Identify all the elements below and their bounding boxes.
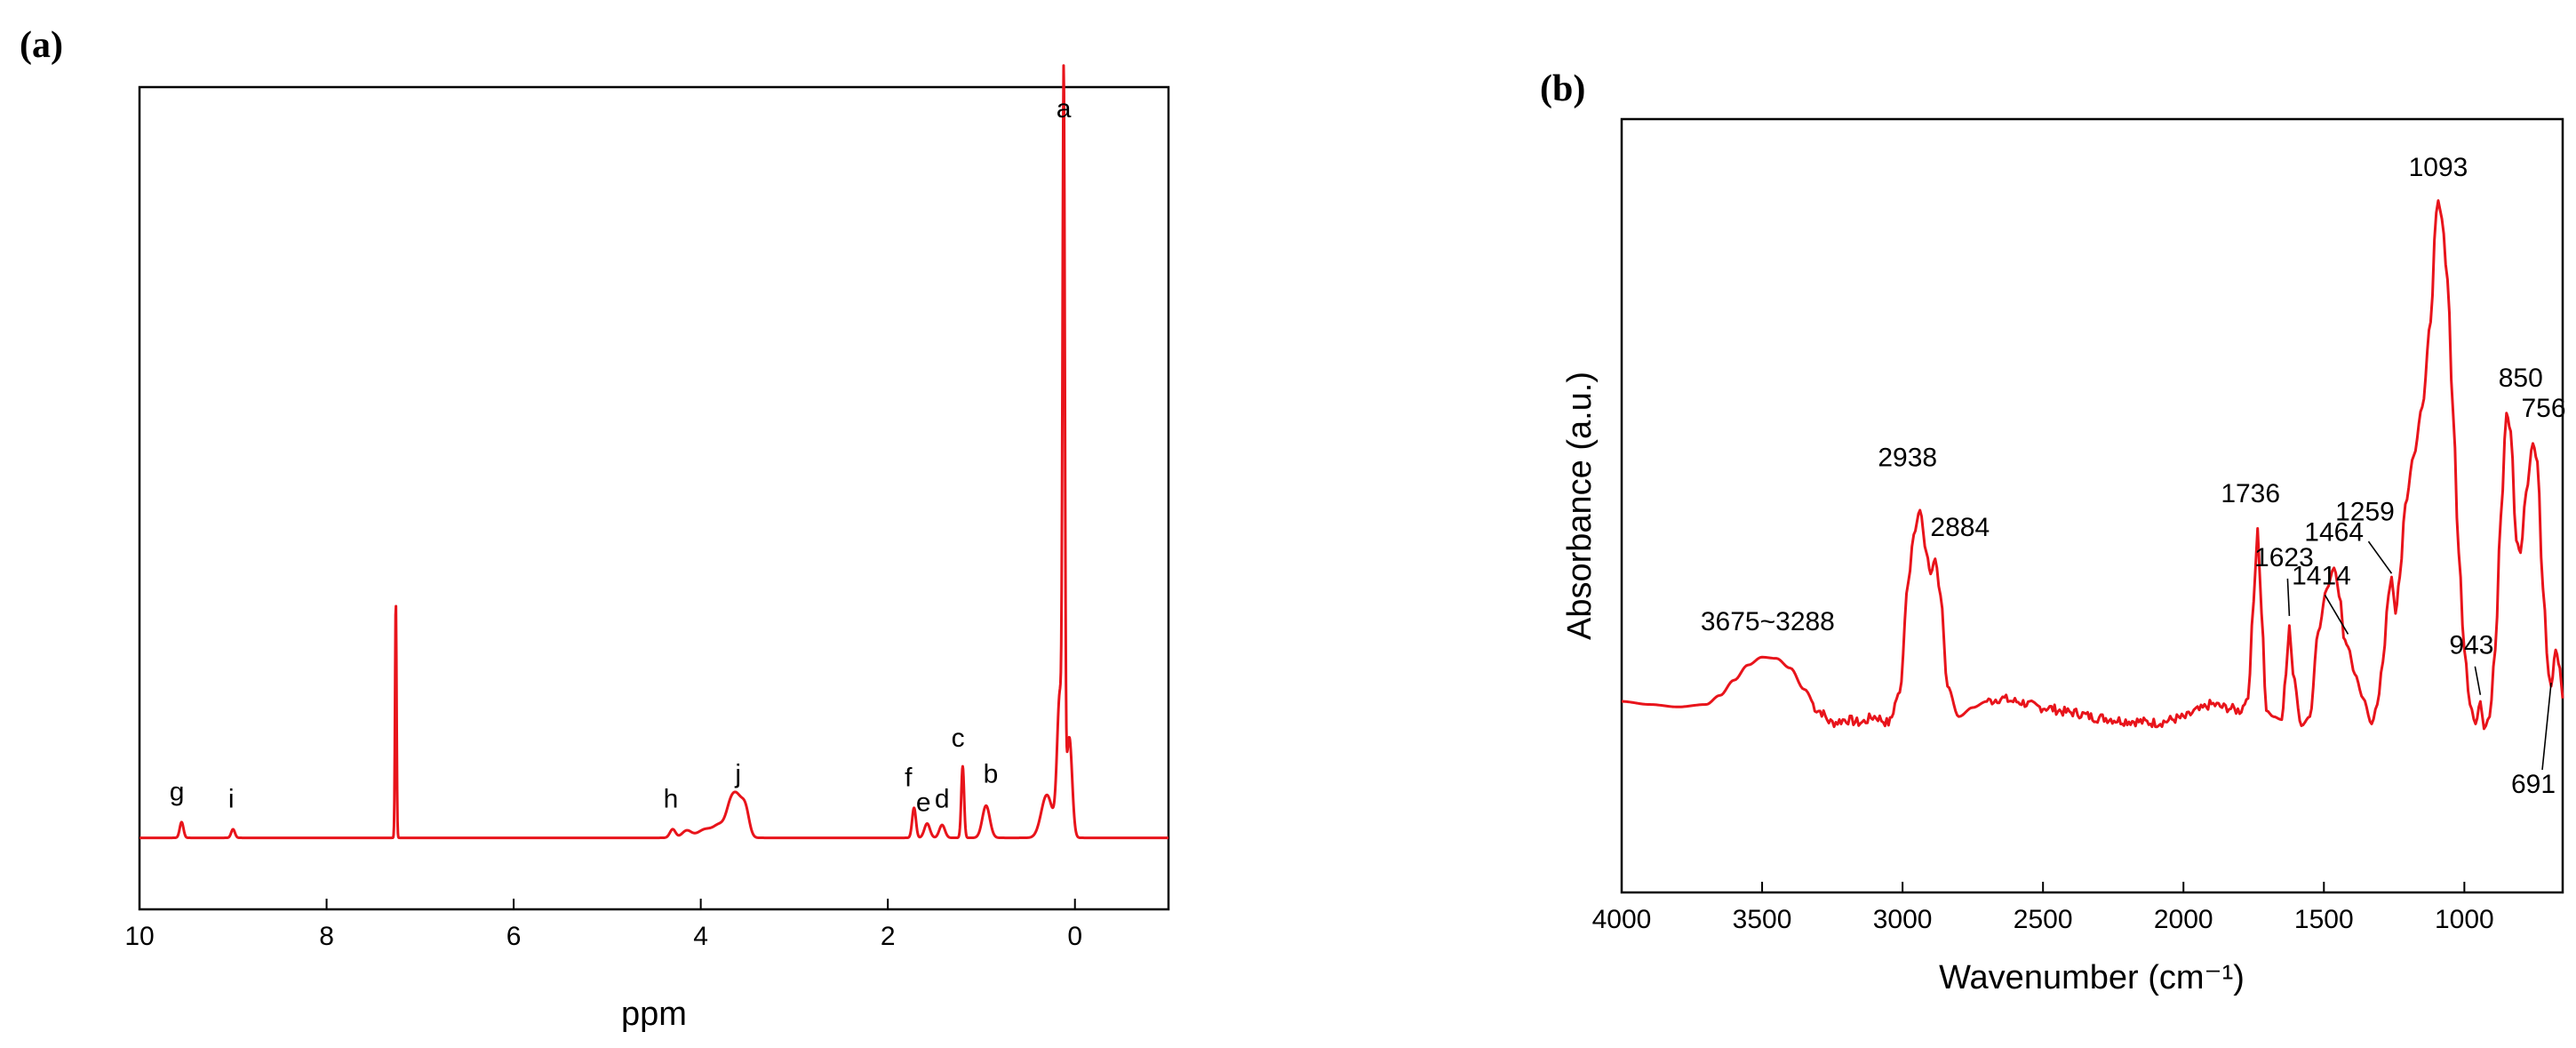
peak-label-1623: 1623 — [2254, 543, 2314, 572]
peak-label-850: 850 — [2499, 364, 2543, 393]
panel-a-spectrum-line — [138, 64, 1170, 840]
panel-a: (a) 10 8 6 4 2 0 a bc def g h i j ppm — [20, 25, 1170, 1033]
panel-a-x-tick-labels: 10 8 6 4 2 0 — [124, 922, 1082, 951]
panel-a-x-ticks — [139, 899, 1076, 909]
leader-line-1259 — [2367, 540, 2393, 574]
peak-label-3675~3288: 3675~3288 — [1701, 607, 1835, 636]
panel-b-x-tick-labels: 4000 3500 3000 2500 2000 1500 1000 — [1592, 905, 2494, 934]
x-tick-label: 2500 — [2014, 905, 2073, 934]
peak-label-756: 756 — [2521, 394, 2565, 423]
peak-label-691: 691 — [2511, 770, 2556, 799]
x-tick-label: 1500 — [2294, 905, 2354, 934]
peak-label-1464: 1464 — [2304, 518, 2364, 548]
panel-b-label: (b) — [1540, 68, 1585, 109]
x-tick-label: 1000 — [2435, 905, 2494, 934]
peak-label-e: e — [916, 788, 931, 817]
x-tick-label: 10 — [124, 922, 154, 951]
x-tick-label: 3000 — [1873, 905, 1933, 934]
x-tick-label: 8 — [319, 922, 334, 951]
leader-line-943 — [2474, 666, 2482, 695]
peak-label-d: d — [935, 784, 950, 813]
peak-label-b: b — [984, 759, 999, 788]
leader-line-1623 — [2286, 578, 2291, 616]
peak-label-2938: 2938 — [1878, 443, 1937, 472]
leader-line-1414 — [2324, 595, 2349, 635]
x-tick-label: 2000 — [2154, 905, 2213, 934]
peak-label-2884: 2884 — [1930, 513, 1990, 542]
panel-a-label: (a) — [20, 25, 63, 66]
peak-label-943: 943 — [2449, 631, 2493, 660]
panel-b-y-axis-title: Absorbance (a.u.) — [1561, 372, 1599, 640]
peak-label-f: f — [905, 763, 913, 792]
panel-b-spectrum-line — [1621, 199, 2564, 731]
x-tick-label: 4 — [693, 922, 708, 951]
panel-b-x-axis-title: Wavenumber (cm⁻¹) — [1939, 959, 2245, 996]
peak-label-a: a — [1057, 94, 1072, 124]
peak-label-i: i — [228, 784, 235, 813]
x-tick-label: 6 — [506, 922, 522, 951]
peak-label-c: c — [952, 724, 965, 753]
panel-b: (b) 4000 3500 3000 2500 2000 1500 1000 1093 850… — [1540, 68, 2566, 996]
panel-b-x-ticks — [1621, 882, 2466, 892]
x-tick-label: 2 — [881, 922, 896, 951]
panel-a-x-axis-title: ppm — [621, 996, 687, 1033]
panel-b-leader-lines — [2286, 540, 2552, 771]
panel-a-peak-labels: a bc def g h i j — [170, 94, 1072, 817]
peak-label-1414: 1414 — [2292, 561, 2351, 590]
x-tick-label: 0 — [1067, 922, 1082, 951]
x-tick-label: 4000 — [1592, 905, 1652, 934]
peak-label-h: h — [664, 784, 679, 813]
peak-label-g: g — [170, 777, 185, 806]
panel-a-frame — [138, 85, 1170, 911]
peak-label-j: j — [734, 759, 741, 788]
peak-label-1736: 1736 — [2221, 479, 2280, 508]
peak-label-1259: 1259 — [2335, 497, 2395, 526]
peak-label-1093: 1093 — [2409, 153, 2468, 182]
leader-line-691 — [2541, 682, 2552, 771]
panel-b-frame — [1620, 117, 2564, 894]
x-tick-label: 3500 — [1733, 905, 1792, 934]
